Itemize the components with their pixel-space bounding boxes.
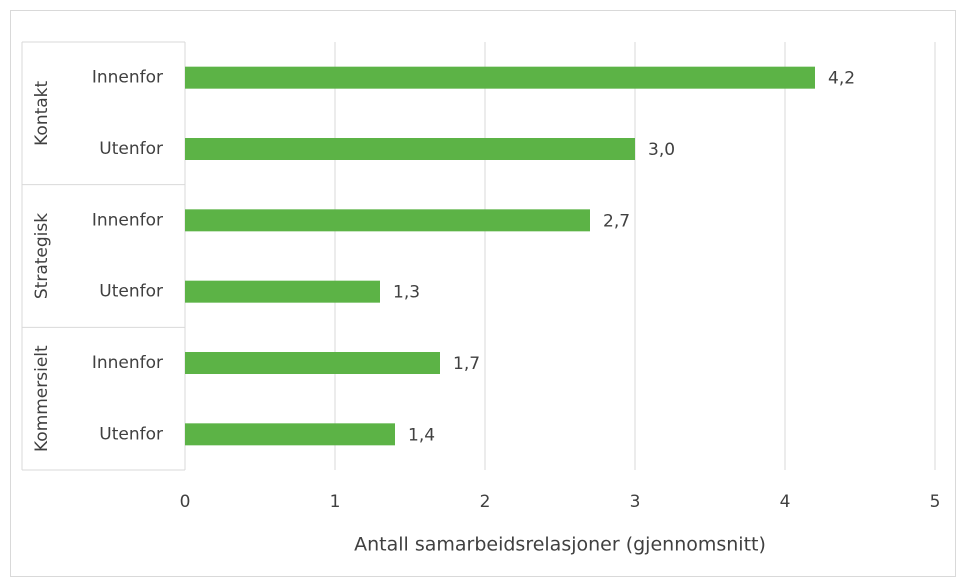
bar	[185, 423, 395, 446]
chart-frame	[10, 10, 956, 577]
x-tick-label: 0	[180, 492, 191, 512]
y-tick-label: Innenfor	[92, 68, 163, 88]
x-tick-label: 2	[480, 492, 491, 512]
bar	[185, 352, 440, 374]
value-label: 2,7	[603, 211, 630, 231]
group-label: Kontakt	[32, 80, 52, 145]
value-label: 4,2	[828, 69, 855, 89]
y-tick-label: Utenfor	[99, 282, 163, 302]
x-axis-title: Antall samarbeidsrelasjoner (gjennomsnit…	[354, 534, 766, 556]
y-tick-label: Utenfor	[99, 139, 163, 159]
value-label: 3,0	[648, 140, 675, 160]
x-tick-label: 5	[930, 492, 941, 512]
value-label: 1,4	[408, 425, 435, 445]
value-label: 1,3	[393, 283, 420, 303]
value-label: 1,7	[453, 354, 480, 374]
x-tick-label: 4	[780, 492, 791, 512]
y-tick-label: Utenfor	[99, 424, 163, 444]
x-tick-label: 1	[330, 492, 341, 512]
group-label: Strategisk	[32, 213, 52, 299]
bar	[185, 66, 815, 89]
group-label: Kommersielt	[32, 345, 52, 452]
y-tick-label: Innenfor	[92, 210, 163, 230]
bar	[185, 138, 635, 160]
bar	[185, 209, 590, 232]
x-tick-label: 3	[630, 492, 641, 512]
y-tick-label: Innenfor	[92, 353, 163, 373]
bar	[185, 280, 380, 303]
